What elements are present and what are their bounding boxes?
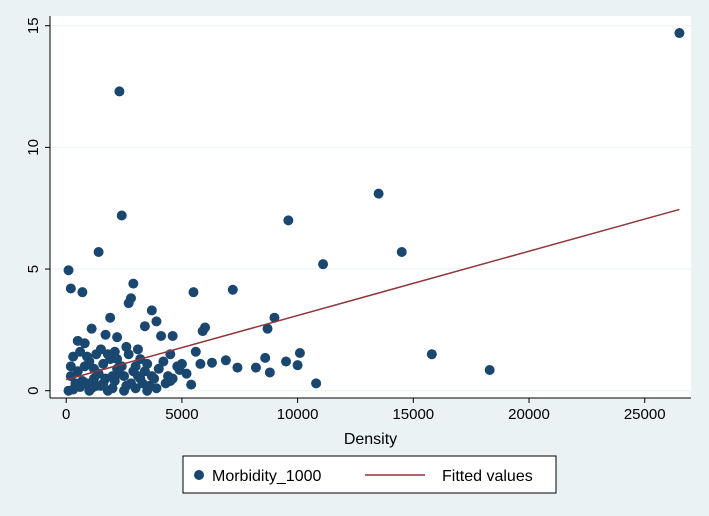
scatter-point	[79, 361, 90, 372]
scatter-point	[142, 385, 153, 396]
scatter-point	[151, 383, 162, 394]
scatter-point	[318, 259, 329, 270]
scatter-point	[107, 371, 118, 382]
scatter-point	[674, 28, 685, 39]
scatter-point	[232, 362, 243, 373]
scatter-point	[167, 330, 178, 341]
scatter-point	[484, 365, 495, 376]
scatter-point	[130, 361, 141, 372]
scatter-point	[283, 215, 294, 226]
scatter-point	[82, 351, 93, 362]
legend-label-scatter: Morbidity_1000	[212, 468, 322, 485]
scatter-point	[186, 379, 197, 390]
scatter-point	[128, 278, 139, 289]
scatter-point	[151, 316, 162, 327]
legend: Morbidity_1000 Fitted values	[182, 455, 557, 494]
x-tick-label: 25000	[624, 406, 666, 423]
scatter-point	[98, 358, 109, 369]
legend-marker-scatter	[194, 470, 204, 480]
scatter-point	[121, 341, 132, 352]
x-tick-label: 20000	[508, 406, 550, 423]
scatter-point	[227, 284, 238, 295]
legend-label-line: Fitted values	[442, 468, 533, 485]
scatter-point	[125, 378, 136, 389]
scatter-point	[281, 356, 292, 367]
scatter-point	[396, 247, 407, 258]
scatter-point	[139, 321, 150, 332]
scatter-point	[102, 349, 113, 360]
x-tick-label: 15000	[392, 406, 434, 423]
scatter-point	[190, 346, 201, 357]
scatter-points	[63, 28, 685, 396]
scatter-point	[112, 354, 123, 365]
scatter-point	[65, 283, 76, 294]
scatter-point	[105, 312, 116, 323]
scatter-point	[119, 385, 130, 396]
scatter-point	[116, 210, 127, 221]
y-axis: 0 5 10 15	[25, 16, 51, 398]
x-tick-label: 5000	[165, 406, 198, 423]
scatter-point	[72, 366, 83, 377]
scatter-point	[264, 367, 275, 378]
plot-area	[50, 16, 691, 398]
scatter-point	[132, 371, 143, 382]
scatter-point	[311, 378, 322, 389]
scatter-point	[260, 352, 271, 363]
scatter-point	[123, 298, 134, 309]
scatter-point	[77, 287, 88, 298]
scatter-point	[158, 356, 169, 367]
scatter-point	[84, 385, 95, 396]
x-tick-label: 0	[62, 406, 70, 423]
scatter-point	[146, 305, 157, 316]
scatter-point	[269, 312, 280, 323]
scatter-point	[112, 332, 123, 343]
scatter-point	[250, 362, 261, 373]
scatter-point	[167, 373, 178, 384]
scatter-point	[132, 344, 143, 355]
scatter-point	[91, 380, 102, 391]
scatter-point	[262, 323, 273, 334]
y-tick-label: 0	[25, 387, 42, 395]
fitted-line	[65, 208, 680, 381]
scatter-point	[181, 368, 192, 379]
scatter-point	[95, 344, 106, 355]
scatter-point	[188, 287, 199, 298]
y-tick-label: 15	[25, 17, 42, 34]
scatter-point	[63, 265, 74, 276]
scatter-point	[292, 360, 303, 371]
scatter-point	[107, 383, 118, 394]
y-tick-label: 5	[25, 265, 42, 273]
scatter-point	[195, 358, 206, 369]
scatter-point	[68, 351, 79, 362]
scatter-point	[86, 323, 97, 334]
scatter-point	[70, 378, 81, 389]
x-axis-title: Density	[344, 431, 397, 448]
scatter-point	[137, 378, 148, 389]
scatter-point	[373, 188, 384, 199]
scatter-point	[100, 329, 111, 340]
scatter-point	[156, 330, 167, 341]
scatter-point	[220, 355, 231, 366]
x-axis: 0 5000 10000 15000 20000 25000	[50, 397, 691, 423]
scatter-point	[153, 363, 164, 374]
scatter-point	[294, 347, 305, 358]
scatter-point	[160, 378, 171, 389]
scatter-point	[197, 326, 208, 337]
scatter-point	[426, 349, 437, 360]
x-tick-label: 10000	[277, 406, 319, 423]
fit-line-layer	[65, 208, 680, 381]
scatter-point	[75, 346, 86, 357]
scatter-point	[206, 357, 217, 368]
scatter-point	[65, 361, 76, 372]
scatter-point	[146, 371, 157, 382]
y-tick-label: 10	[25, 139, 42, 156]
scatter-point	[93, 247, 104, 258]
scatter-point	[139, 366, 150, 377]
scatter-point	[114, 86, 125, 97]
scatter-point	[79, 338, 90, 349]
